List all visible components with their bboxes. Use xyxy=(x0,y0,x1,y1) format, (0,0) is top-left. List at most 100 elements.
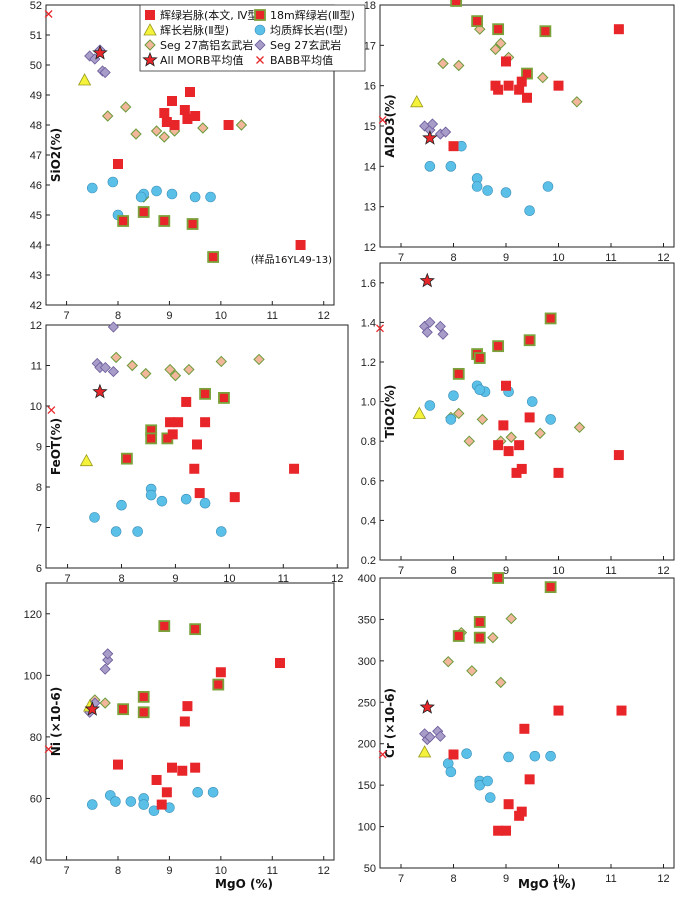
point-homog1 xyxy=(207,786,219,798)
point-dyke4 xyxy=(167,762,177,773)
point-seg27al xyxy=(487,631,499,644)
point-dol18 xyxy=(473,352,486,364)
x-tick-label: 7 xyxy=(398,565,404,577)
point-dol18 xyxy=(137,706,150,719)
point-seg27al xyxy=(476,413,489,426)
y-tick-label: 48 xyxy=(30,120,42,132)
legend-marker-babb xyxy=(256,56,264,64)
point-dyke4 xyxy=(167,96,177,106)
point-seg27 xyxy=(107,321,119,333)
y-tick-label: 47 xyxy=(30,150,42,162)
point-seg27 xyxy=(440,126,452,138)
point-morb xyxy=(419,272,435,288)
point-homog1 xyxy=(503,751,514,763)
x-axis-label-left: MgO (%) xyxy=(215,877,273,891)
point-homog1 xyxy=(205,191,216,203)
point-dyke4 xyxy=(161,787,172,798)
x-tick-label: 11 xyxy=(605,873,616,885)
x-tick-label: 10 xyxy=(552,873,564,885)
panel-feo: 6 7 8 9 10 11 12 7 8 9 10 11 12 FeOT(%) xyxy=(30,320,349,585)
panel-tio2: 0.2 0.4 0.6 0.8 1.0 1.2 1.4 1.6 7 8 9 10 11 12 TiO2(%) xyxy=(361,262,675,577)
point-morb xyxy=(419,699,435,714)
point-seg27al xyxy=(466,665,478,677)
point-seg27 xyxy=(437,328,449,340)
x-tick-label: 7 xyxy=(64,865,70,877)
point-seg27al xyxy=(126,359,138,372)
legend-label-dol18: 18m辉绿岩(Ⅲ型) xyxy=(270,8,355,22)
point-seg27al xyxy=(235,119,248,131)
point-dol18 xyxy=(158,215,171,227)
point-seg27al xyxy=(120,101,132,113)
panel-sio2: 42 43 44 45 46 47 48 49 50 51 52 7 8 9 10 11 12 SiO2(%) (样… xyxy=(30,0,335,322)
point-dol18 xyxy=(186,218,199,230)
point-seg27 xyxy=(424,316,436,328)
y-tick-label: 0.2 xyxy=(361,555,376,567)
panel-cr: 50 100 150 200 250 300 350 400 7 8 9 10 11 12 Cr (×10-… xyxy=(358,572,675,885)
point-dyke4 xyxy=(192,439,202,450)
point-dyke4 xyxy=(275,658,285,669)
point-dyke4 xyxy=(113,759,123,770)
legend-marker-dol18 xyxy=(254,9,266,21)
point-dol18 xyxy=(117,703,130,716)
x-tick-label: 11 xyxy=(267,865,278,877)
y-tick-label: 250 xyxy=(358,697,376,709)
point-dol18 xyxy=(544,581,557,594)
legend-label-seg27al: Seg 27高铝玄武岩 xyxy=(160,38,253,52)
y-tick-label: 40 xyxy=(30,855,42,867)
point-seg27al xyxy=(102,110,114,122)
point-homog1 xyxy=(424,161,436,172)
y-tick-label: 80 xyxy=(30,732,42,744)
y-tick-label: 200 xyxy=(358,739,376,751)
y-tick-label: 300 xyxy=(358,656,376,668)
point-babb xyxy=(378,115,387,124)
point-seg27al xyxy=(442,655,454,668)
point-homog1 xyxy=(166,188,178,200)
sample-annotation: (样品16YL49-13) xyxy=(251,253,332,266)
point-homog1 xyxy=(86,799,98,810)
point-seg27 xyxy=(99,663,111,675)
y-axis-label-feo: FeOT(%) xyxy=(49,418,63,475)
y-tick-label: 100 xyxy=(24,670,42,682)
point-dyke4 xyxy=(501,56,511,67)
point-morb xyxy=(84,701,100,716)
y-tick-label: 120 xyxy=(24,609,42,621)
point-dyke4 xyxy=(182,701,193,712)
point-dyke4 xyxy=(553,80,564,91)
point-dyke4 xyxy=(182,114,193,124)
point-homog1 xyxy=(482,185,493,196)
point-dyke4 xyxy=(493,440,504,451)
legend-marker-morb xyxy=(142,51,158,67)
point-homog1 xyxy=(132,526,143,537)
panel-ni: 40 60 80 100 120 7 8 9 10 11 12 Ni (×10-6) xyxy=(24,582,335,877)
point-dyke4 xyxy=(179,105,190,115)
point-seg27al xyxy=(158,131,170,143)
x-tick-label: 8 xyxy=(115,310,121,322)
point-seg27al xyxy=(130,128,142,140)
point-homog1 xyxy=(529,750,541,762)
x-tick-label: 11 xyxy=(278,573,289,585)
point-homog1 xyxy=(445,766,457,778)
x-tick-label: 8 xyxy=(450,565,456,577)
x-tick-label: 8 xyxy=(115,865,121,877)
y-tick-label: 44 xyxy=(30,240,42,252)
point-dyke4 xyxy=(159,108,170,118)
legend-label-gabbro2: 辉长岩脉(Ⅱ型) xyxy=(160,23,229,37)
point-homog1 xyxy=(482,775,493,787)
point-dol18 xyxy=(473,631,486,644)
point-homog1 xyxy=(542,181,554,192)
x-tick-label: 10 xyxy=(552,252,564,264)
point-homog1 xyxy=(192,786,204,798)
x-tick-label: 8 xyxy=(450,873,456,885)
y-tick-label: 100 xyxy=(358,822,376,834)
point-dyke4 xyxy=(177,765,188,776)
point-dyke4 xyxy=(553,705,564,716)
point-seg27al xyxy=(453,59,465,72)
panel-al2o3: 12 13 14 15 16 17 18 7 8 9 10 11 12 Al2O3(%) xyxy=(364,0,675,264)
y-tick-label: 49 xyxy=(30,90,42,102)
point-dyke4 xyxy=(498,420,509,431)
legend-marker-gabbro2 xyxy=(143,23,157,36)
point-dol18 xyxy=(473,616,486,628)
point-homog1 xyxy=(484,792,496,803)
point-seg27al xyxy=(164,363,176,376)
y-tick-label: 60 xyxy=(30,793,42,805)
